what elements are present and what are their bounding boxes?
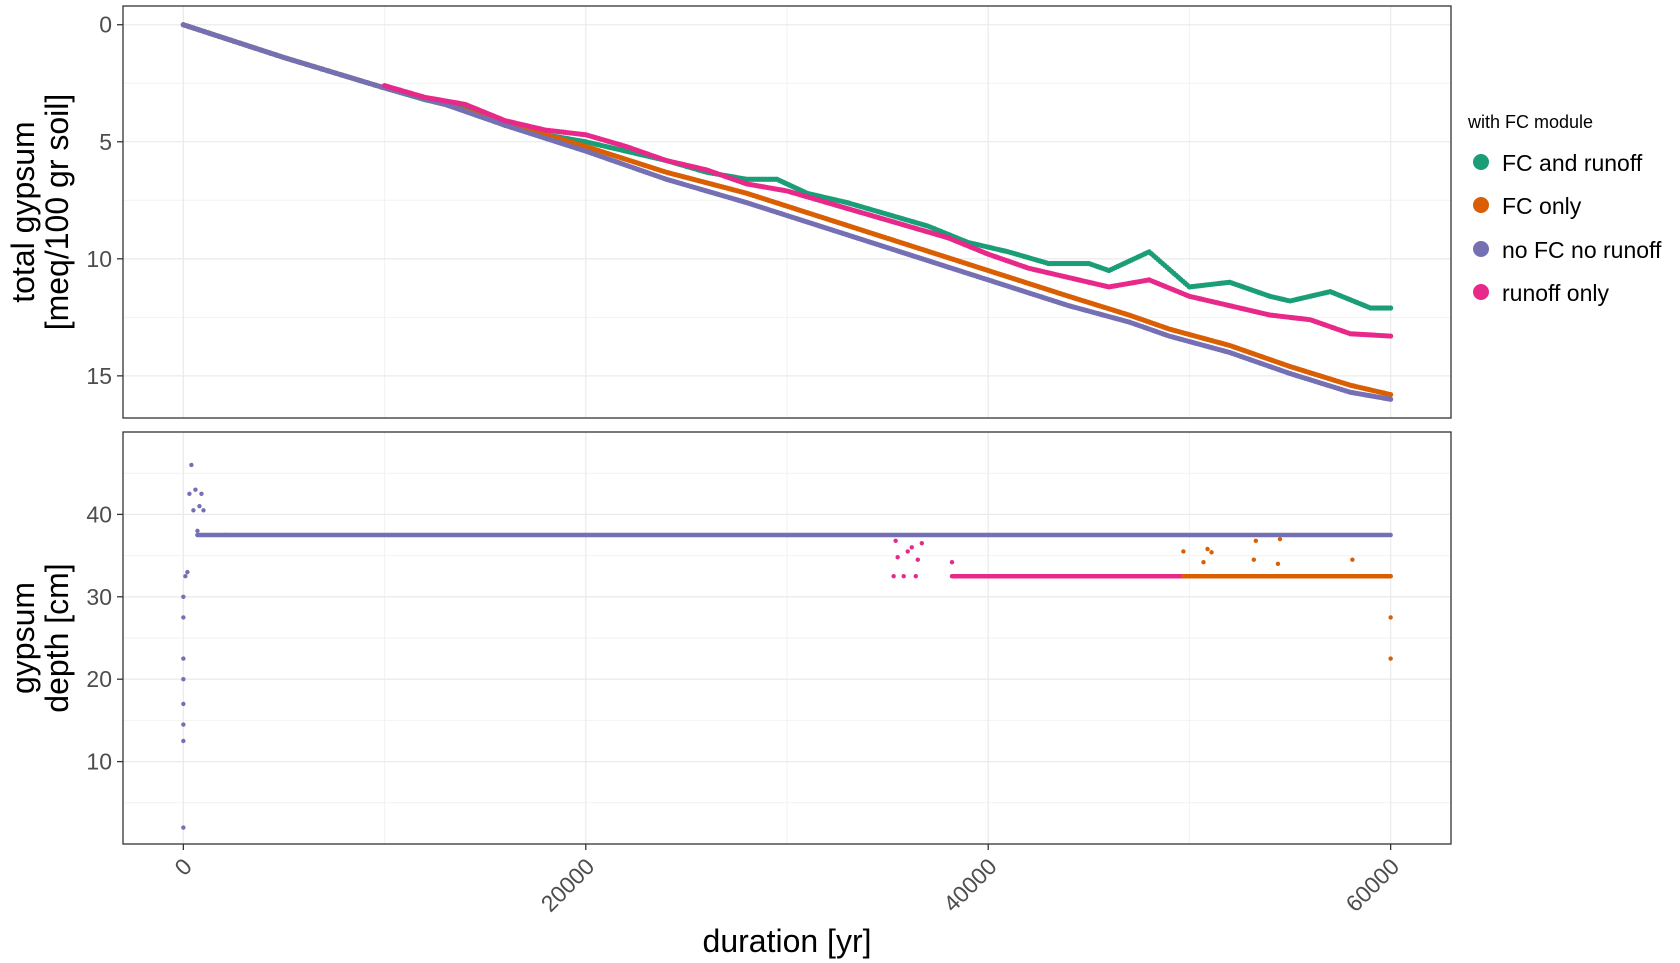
- top-panel-y-title-line-1: total gypsum: [5, 121, 41, 302]
- top-panel-border: [122, 5, 1452, 419]
- bottom-panel-point-fc-only: [1388, 574, 1393, 579]
- bottom-panel-point-runoff-only: [909, 545, 914, 550]
- legend-key-no-fc-no-runoff: [1473, 241, 1489, 257]
- bottom-panel-point-fc-only: [1388, 656, 1393, 661]
- bottom-panel-point-runoff-only: [893, 538, 898, 543]
- bottom-panel-point-no-fc-no-runoff: [181, 722, 186, 727]
- legend-key-fc-only: [1473, 197, 1489, 213]
- bottom-panel-point-fc-only: [1181, 549, 1186, 554]
- bottom-panel-point-no-fc-no-runoff: [181, 615, 186, 620]
- top-panel-grid: [123, 6, 1451, 418]
- top-panel-y-tick-label: 15: [86, 363, 112, 389]
- bottom-panel-point-runoff-only: [905, 549, 910, 554]
- bottom-panel-point-no-fc-no-runoff: [191, 508, 196, 513]
- bottom-panel-point-runoff-only: [913, 574, 918, 579]
- bottom-panel-point-no-fc-no-runoff: [197, 503, 202, 509]
- bottom-panel-point-no-fc-no-runoff: [181, 656, 186, 661]
- bottom-panel-point-fc-only: [1275, 561, 1281, 567]
- legend-item-fc-and-runoff: FC and runoff: [1473, 150, 1643, 176]
- top-panel-point-fc-only: [1388, 391, 1394, 398]
- legend-item-no-fc-no-runoff: no FC no runoff: [1473, 237, 1662, 263]
- legend-title: with FC module: [1467, 112, 1593, 132]
- bottom-panel-point-runoff-only: [891, 574, 896, 579]
- bottom-panel-point-no-fc-no-runoff: [181, 701, 186, 707]
- legend: with FC module FC and runoff FC only no …: [1467, 112, 1662, 306]
- bottom-panel-y-title-line-1: gypsum: [5, 582, 41, 694]
- bottom-panel-point-fc-only: [1388, 615, 1393, 620]
- bottom-panel-point-runoff-only: [895, 555, 900, 560]
- legend-label-fc-only: FC only: [1502, 193, 1582, 219]
- bottom-panel-y-ticks: 10 20 30 40: [86, 501, 123, 775]
- bottom-panel-point-runoff-only: [901, 574, 906, 579]
- legend-key-runoff-only: [1473, 284, 1489, 300]
- top-panel: 0 5 10 15 total gypsum [meq/100 gr soil]: [5, 5, 1452, 419]
- bottom-panel-point-runoff-only: [915, 557, 920, 562]
- bottom-panel-point-runoff-only: [919, 541, 925, 546]
- bottom-panel-point-no-fc-no-runoff: [199, 491, 204, 496]
- bottom-panel-point-no-fc-no-runoff: [183, 574, 188, 579]
- bottom-panel-point-no-fc-no-runoff: [185, 569, 190, 575]
- top-panel-y-ticks: 0 5 10 15: [86, 12, 123, 389]
- top-panel-point-fc-and-runoff: [1388, 305, 1394, 311]
- bottom-panel-point-no-fc-no-runoff: [181, 738, 186, 744]
- bottom-panel-border: [122, 431, 1452, 845]
- legend-label-fc-and-runoff: FC and runoff: [1502, 150, 1643, 176]
- legend-item-runoff-only: runoff only: [1473, 280, 1609, 306]
- bottom-panel-point-no-fc-no-runoff: [193, 487, 198, 492]
- top-panel-y-title-line-2: [meq/100 gr soil]: [39, 94, 75, 331]
- top-panel-y-tick-label: 5: [99, 129, 112, 155]
- bottom-panel-y-tick-label: 40: [86, 501, 112, 527]
- bottom-panel: 10 20 30 40 gypsum depth [cm]: [5, 431, 1452, 845]
- bottom-panel-point-no-fc-no-runoff: [181, 594, 186, 599]
- bottom-panel-point-fc-only: [1253, 538, 1259, 543]
- x-axis-title: duration [yr]: [703, 923, 872, 959]
- bottom-panel-y-title-line-2: depth [cm]: [39, 563, 75, 712]
- bottom-panel-point-no-fc-no-runoff: [223, 532, 228, 538]
- bottom-panel-points: [181, 462, 1393, 830]
- top-panel-y-tick-label: 10: [86, 246, 112, 272]
- bottom-panel-point-fc-only: [1205, 546, 1210, 552]
- bottom-panel-point-no-fc-no-runoff: [181, 677, 186, 682]
- bottom-panel-y-tick-label: 10: [86, 749, 112, 775]
- bottom-panel-point-no-fc-no-runoff: [201, 508, 206, 513]
- bottom-panel-point-fc-only: [1251, 557, 1257, 562]
- bottom-panel-point-fc-only: [1277, 536, 1283, 542]
- bottom-panel-segments: [195, 532, 1393, 579]
- legend-item-fc-only: FC only: [1473, 193, 1582, 219]
- bottom-panel-point-runoff-only: [949, 559, 955, 565]
- top-panel-y-tick-label: 0: [99, 12, 112, 38]
- top-panel-point-no-fc-no-runoff: [1388, 396, 1394, 402]
- legend-key-fc-and-runoff: [1473, 154, 1489, 170]
- legend-label-runoff-only: runoff only: [1502, 280, 1609, 306]
- bottom-panel-grid: [123, 432, 1451, 844]
- bottom-panel-point-no-fc-no-runoff: [187, 491, 192, 496]
- bottom-panel-point-no-fc-no-runoff: [195, 528, 200, 534]
- bottom-panel-y-tick-label: 20: [86, 666, 112, 692]
- bottom-panel-point-no-fc-no-runoff: [181, 825, 186, 830]
- bottom-panel-point-fc-only: [1209, 550, 1214, 555]
- legend-label-no-fc-no-runoff: no FC no runoff: [1502, 237, 1662, 263]
- bottom-panel-point-fc-only: [1201, 559, 1206, 565]
- bottom-panel-point-fc-only: [1350, 557, 1355, 562]
- bottom-panel-point-no-fc-no-runoff: [189, 462, 194, 468]
- top-panel-point-runoff-only: [1388, 333, 1394, 339]
- top-panel-points: [180, 22, 1394, 402]
- bottom-panel-y-tick-label: 30: [86, 584, 112, 610]
